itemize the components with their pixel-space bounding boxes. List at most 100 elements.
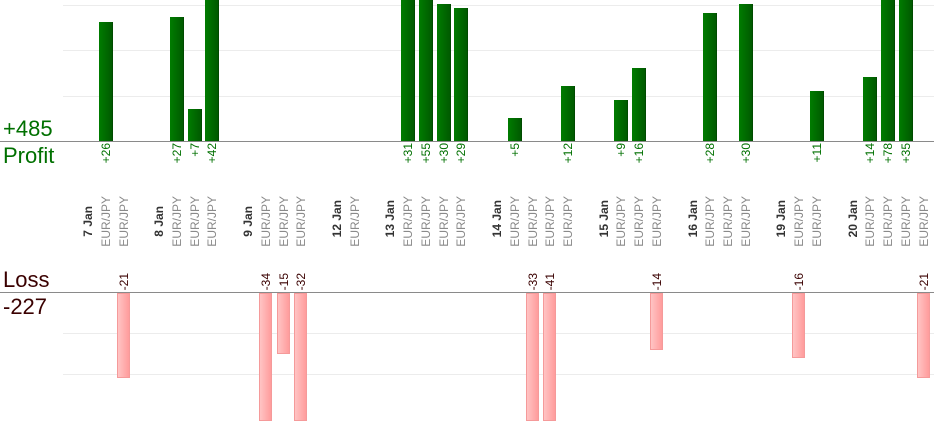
profit-value-label: +12: [561, 143, 576, 164]
date-label: 13 Jan: [383, 199, 398, 237]
profit-bar: [418, 0, 433, 141]
loss-bar: [543, 293, 557, 421]
pair-label: EUR/JPY: [169, 196, 184, 247]
loss-axis: [0, 292, 934, 293]
profit-value-label: +14: [863, 143, 878, 164]
loss-bar: [276, 293, 290, 355]
profit-bar: [401, 0, 416, 141]
pair-label: EUR/JPY: [276, 196, 291, 247]
date-label: 20 Jan: [845, 199, 860, 237]
profit-bar: [187, 108, 202, 141]
profit-value-label: +30: [436, 143, 451, 164]
loss-value-label: -15: [276, 272, 291, 290]
loss-value-label: -21: [116, 272, 131, 290]
profit-bar: [863, 76, 878, 141]
loss-bar: [525, 293, 539, 421]
loss-value-label: -33: [525, 272, 540, 290]
pair-label: EUR/JPY: [401, 196, 416, 247]
pair-label: EUR/JPY: [543, 196, 558, 247]
pair-label: EUR/JPY: [507, 196, 522, 247]
profit-bar: [703, 12, 718, 141]
profit-bar: [898, 0, 913, 141]
profit-value-label: +31: [401, 143, 416, 164]
profit-bar: [205, 0, 220, 141]
profit-value-label: +9: [614, 143, 629, 157]
profit-value-label: +16: [632, 143, 647, 164]
pair-label: EUR/JPY: [649, 196, 664, 247]
loss-bar: [916, 293, 930, 379]
profit-value-label: +27: [169, 143, 184, 164]
profit-bar: [809, 90, 824, 141]
pair-label: EUR/JPY: [738, 196, 753, 247]
profit-bar: [881, 0, 896, 141]
profit-value-label: +29: [454, 143, 469, 164]
loss-bar: [258, 293, 272, 421]
date-label: 9 Jan: [241, 206, 256, 237]
date-label: 15 Jan: [596, 199, 611, 237]
loss-bar: [294, 293, 308, 421]
profit-gridline: [63, 5, 934, 6]
profit-bar: [632, 67, 647, 141]
pair-label: EUR/JPY: [881, 196, 896, 247]
profit-value-label: +5: [507, 143, 522, 157]
pair-label: EUR/JPY: [436, 196, 451, 247]
loss-bar: [792, 293, 806, 359]
loss-label: Loss: [3, 267, 50, 292]
profit-value-label: +11: [809, 143, 824, 163]
pair-label: EUR/JPY: [863, 196, 878, 247]
loss-value-label: -41: [543, 272, 558, 290]
pair-label: EUR/JPY: [703, 196, 718, 247]
loss-value-label: -32: [294, 272, 309, 290]
profit-bar: [98, 21, 113, 141]
loss-value-label: -14: [649, 272, 664, 290]
pair-label: EUR/JPY: [561, 196, 576, 247]
pair-label: EUR/JPY: [525, 196, 540, 247]
profit-bar: [561, 86, 576, 141]
pair-label: EUR/JPY: [614, 196, 629, 247]
pair-label: EUR/JPY: [258, 196, 273, 247]
pair-label: EUR/JPY: [98, 196, 113, 247]
profit-value-label: +78: [881, 143, 896, 164]
profit-bar: [614, 99, 629, 141]
profit-axis: [0, 141, 934, 142]
pair-label: EUR/JPY: [294, 196, 309, 247]
loss-value-label: -21: [916, 272, 931, 290]
loss-value-label: -16: [792, 272, 807, 290]
profit-value-label: +42: [205, 143, 220, 164]
pair-label: EUR/JPY: [347, 196, 362, 247]
profit-value-label: +28: [703, 143, 718, 164]
pair-label: EUR/JPY: [632, 196, 647, 247]
profit-label: Profit: [3, 143, 55, 168]
loss-total: -227: [3, 294, 48, 319]
loss-gridline: [63, 333, 934, 334]
profit-value-label: +7: [187, 143, 202, 157]
loss-bar: [116, 293, 130, 379]
pair-label: EUR/JPY: [187, 196, 202, 247]
profit-bar: [507, 118, 522, 141]
date-label: 16 Jan: [685, 199, 700, 237]
pair-label: EUR/JPY: [205, 196, 220, 247]
profit-bar: [454, 8, 469, 141]
pair-label: EUR/JPY: [116, 196, 131, 247]
date-label: 14 Jan: [489, 199, 504, 237]
profit-value-label: +35: [898, 143, 913, 164]
profit-gridline: [63, 50, 934, 51]
date-label: 7 Jan: [81, 206, 95, 237]
pair-label: EUR/JPY: [792, 196, 807, 247]
pair-label: EUR/JPY: [418, 196, 433, 247]
date-label: 19 Jan: [774, 199, 789, 237]
pair-label: EUR/JPY: [898, 196, 913, 247]
pair-label: EUR/JPY: [916, 196, 931, 247]
profit-value-label: +55: [418, 143, 433, 164]
profit-bar: [436, 3, 451, 141]
profit-total: +485: [3, 116, 53, 141]
profit-bar: [169, 17, 184, 141]
loss-gridline: [63, 374, 934, 375]
profit-value-label: +26: [98, 143, 113, 164]
pair-label: EUR/JPY: [809, 196, 824, 247]
profit-value-label: +30: [738, 143, 753, 164]
date-label: 8 Jan: [152, 206, 167, 237]
profit-bar: [738, 3, 753, 141]
loss-value-label: -34: [258, 272, 273, 290]
loss-bar: [649, 293, 663, 350]
